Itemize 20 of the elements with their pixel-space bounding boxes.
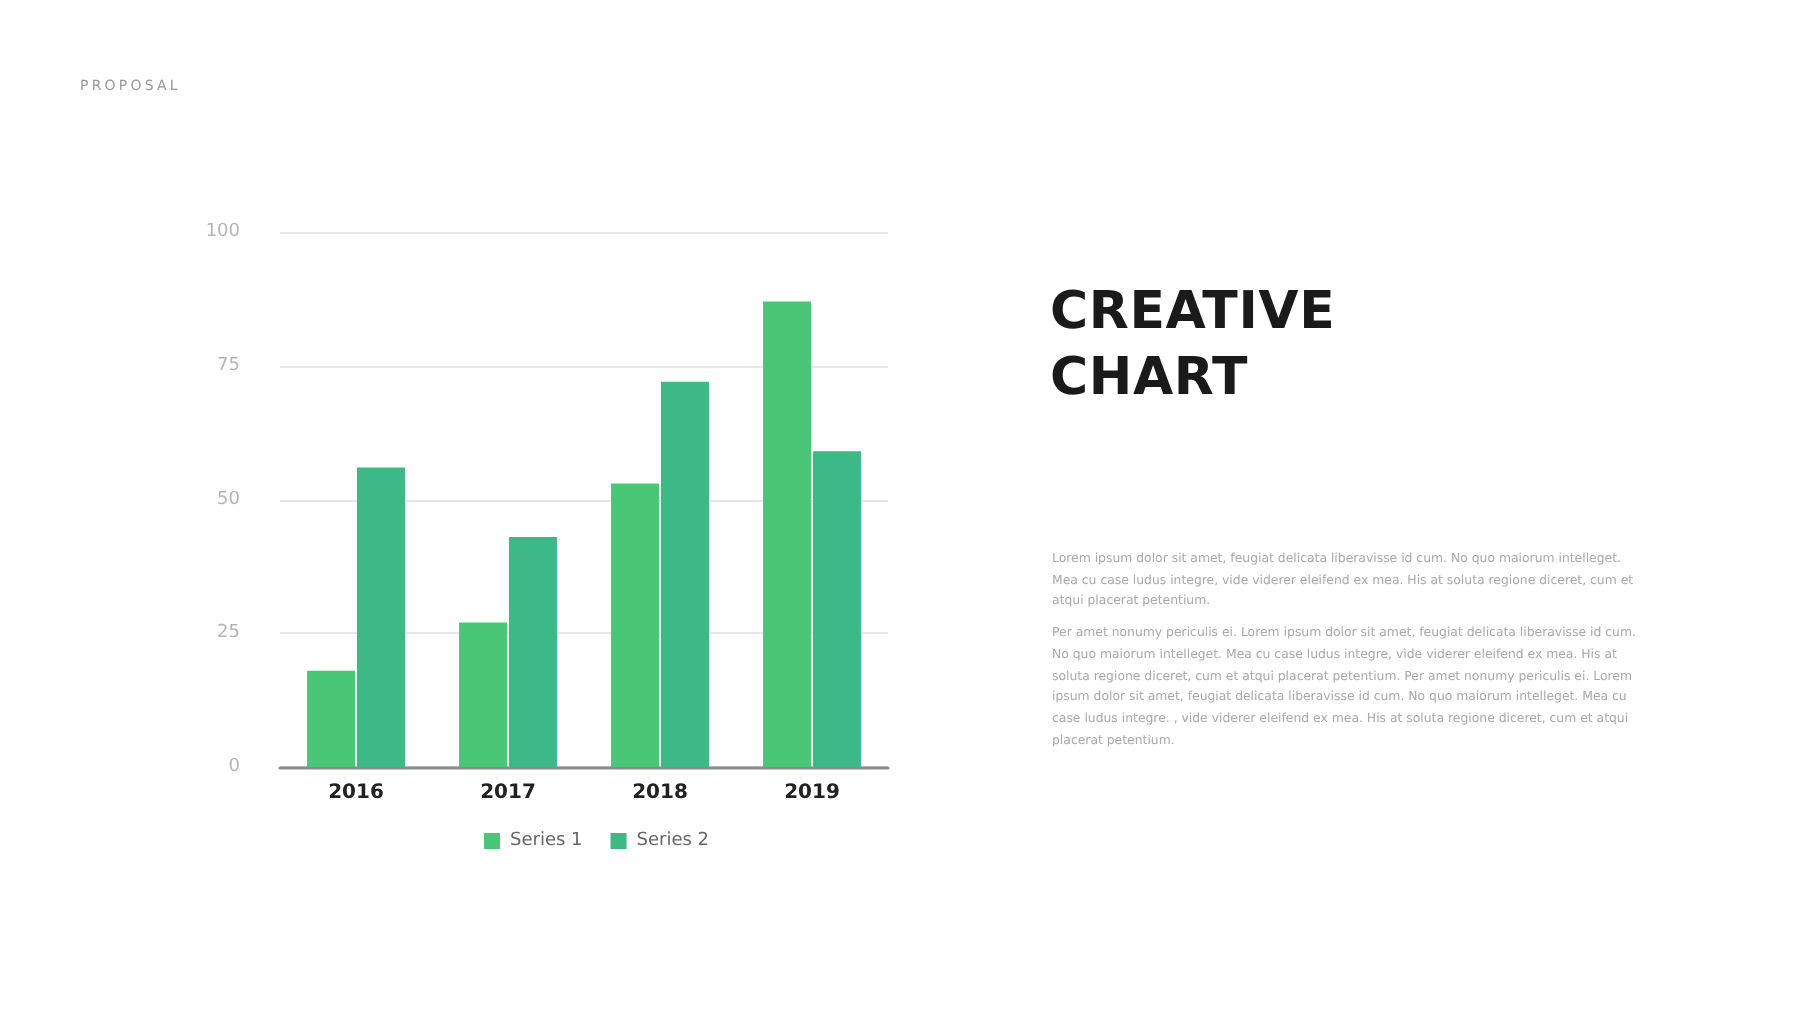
- bar: [459, 622, 508, 767]
- y-tick-label: 50: [217, 489, 241, 510]
- y-tick-label: 100: [205, 222, 241, 242]
- bar: [763, 301, 812, 767]
- y-tick-label: 0: [228, 757, 241, 777]
- x-tick-label: 2017: [480, 782, 536, 804]
- bar: [356, 467, 405, 767]
- bar: [508, 536, 557, 767]
- bar: [307, 670, 356, 767]
- bar: [660, 381, 709, 767]
- y-tick-label: 75: [217, 355, 240, 376]
- text: CREATIVE CHART: [1050, 280, 1338, 412]
- bar: [812, 451, 861, 767]
- legend-label: Series 2: [636, 831, 710, 851]
- y-tick-label: 25: [217, 623, 240, 644]
- bar: [611, 483, 660, 767]
- x-tick-label: 2018: [632, 782, 688, 804]
- x-tick-label: 2016: [328, 782, 384, 804]
- x-tick-label: 2019: [784, 782, 840, 804]
- legend-label: Series 1: [510, 831, 583, 851]
